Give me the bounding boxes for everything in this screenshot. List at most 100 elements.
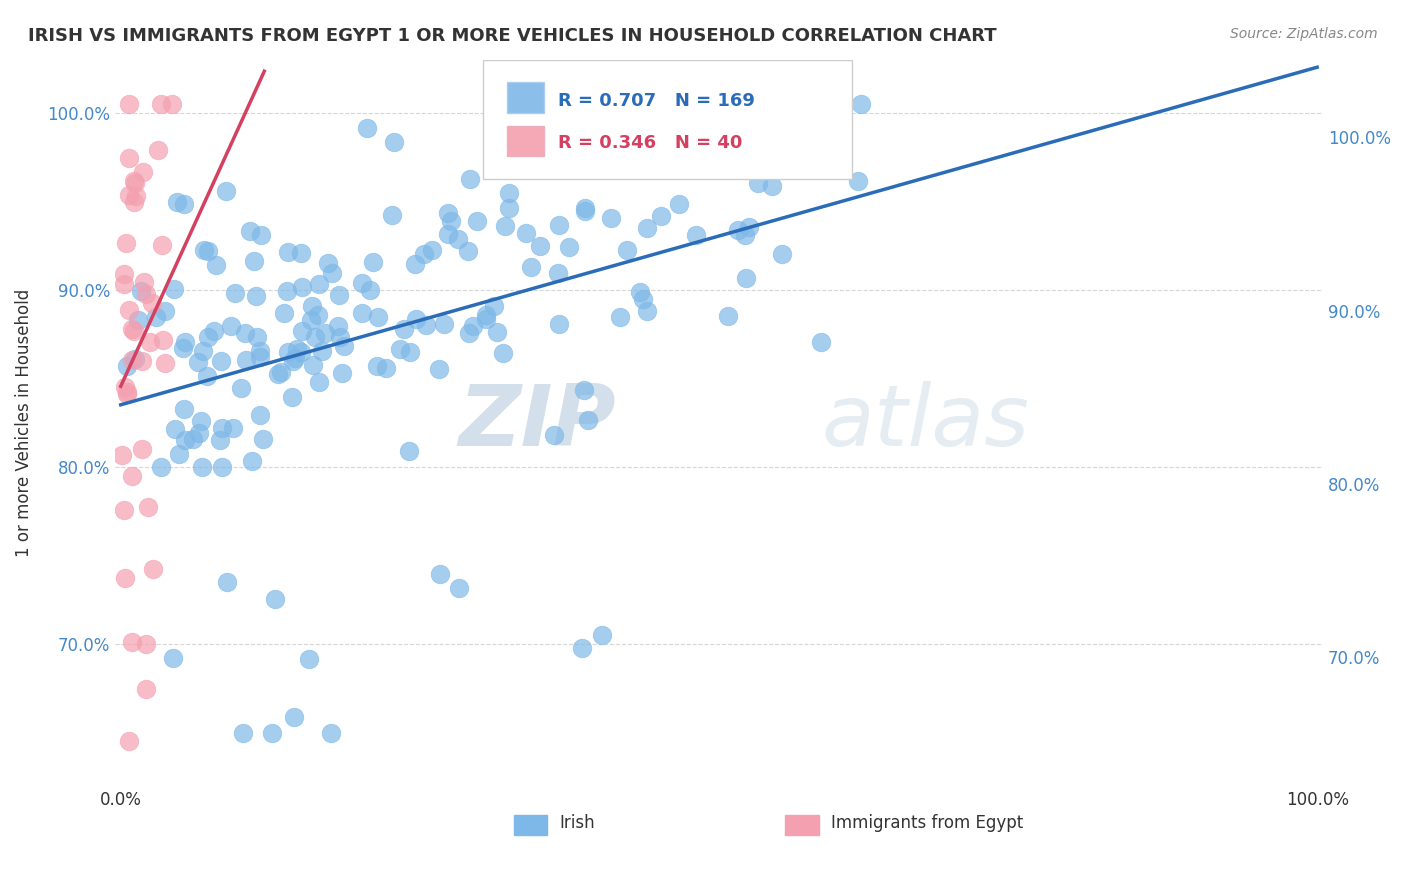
Point [191,459,214,474]
Point [193,243,215,257]
Point [136,500,159,514]
Point [190,414,212,428]
Point [215,184,238,198]
Point [270,365,292,379]
Point [381,208,404,222]
Point [122,324,145,338]
Point [153,304,176,318]
Point [392,321,415,335]
Point [688,152,710,166]
FancyBboxPatch shape [484,60,852,179]
Point [287,342,309,356]
Point [118,303,141,318]
Point [636,221,658,235]
Point [520,260,543,275]
Point [118,734,141,748]
Point [314,326,336,341]
Point [150,238,173,252]
Point [114,380,136,394]
Point [429,567,451,582]
Point [367,310,389,324]
Point [599,211,621,225]
Point [118,151,141,165]
Point [761,178,783,193]
Point [547,266,569,280]
Point [267,367,290,381]
Text: IRISH VS IMMIGRANTS FROM EGYPT 1 OR MORE VEHICLES IN HOUSEHOLD CORRELATION CHART: IRISH VS IMMIGRANTS FROM EGYPT 1 OR MORE… [28,27,997,45]
Point [122,194,145,209]
Point [574,204,596,219]
Point [467,214,489,228]
Point [574,383,596,397]
Point [636,304,658,318]
Point [329,330,352,344]
Point [301,300,323,314]
Point [301,358,323,372]
Point [197,244,219,259]
Point [165,421,187,435]
Point [738,219,761,234]
Point [717,151,740,165]
Point [152,334,174,348]
Point [350,276,373,290]
Point [299,313,322,327]
Point [591,628,613,642]
Point [328,318,350,333]
Point [399,344,422,359]
Point [127,313,149,327]
Point [249,351,271,365]
Point [112,267,135,281]
Point [846,174,869,188]
Point [543,427,565,442]
Point [135,681,157,696]
Point [641,140,664,154]
Point [650,102,672,116]
Point [515,226,537,240]
Text: R = 0.707   N = 169: R = 0.707 N = 169 [558,92,755,111]
Point [124,176,146,190]
Point [717,309,740,323]
Point [141,296,163,310]
Point [162,650,184,665]
Point [174,334,197,349]
Point [187,354,209,368]
Point [375,360,398,375]
Point [359,283,381,297]
Point [319,725,342,739]
Point [486,326,509,340]
Point [529,239,551,253]
Point [242,253,264,268]
Point [197,330,219,344]
Point [181,432,204,446]
Point [235,352,257,367]
Point [246,330,269,344]
Point [734,270,756,285]
Point [281,390,304,404]
Point [124,352,146,367]
Point [139,335,162,350]
Text: Source: ZipAtlas.com: Source: ZipAtlas.com [1230,27,1378,41]
Point [420,243,443,257]
Point [114,571,136,585]
Point [233,326,256,341]
Point [204,324,226,338]
Point [118,188,141,202]
Point [458,171,481,186]
Point [382,135,405,149]
Point [166,194,188,209]
Point [574,201,596,215]
Point [239,224,262,238]
Point [224,285,246,300]
Point [174,434,197,448]
Point [498,201,520,215]
Point [264,591,287,606]
Point [685,227,707,242]
Point [747,176,769,190]
Point [398,444,420,458]
Point [772,98,794,112]
Point [121,635,143,649]
Point [389,343,412,357]
Point [131,442,153,456]
Point [849,96,872,111]
FancyBboxPatch shape [786,814,820,835]
